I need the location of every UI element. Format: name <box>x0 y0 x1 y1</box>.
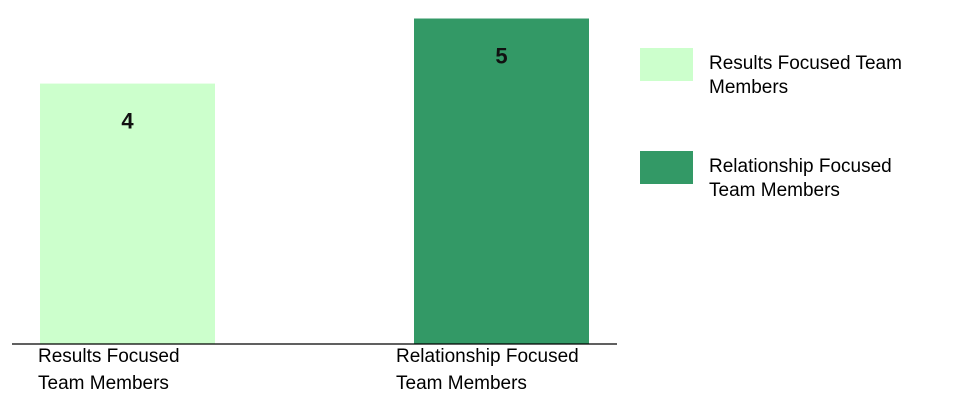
x-tick-label-2-line-1: Relationship Focused <box>396 346 579 367</box>
legend-label-1-line-1: Results Focused Team <box>709 53 902 74</box>
bar-2 <box>414 18 589 345</box>
bar-1 <box>40 83 215 344</box>
x-tick-label-1-line-2: Team Members <box>38 373 169 394</box>
legend: Results Focused Team Members Relationship … <box>640 48 902 201</box>
legend-label-1-line-2: Members <box>709 77 788 98</box>
bars-layer <box>40 18 589 345</box>
data-label-1: 4 <box>121 109 134 134</box>
data-labels-layer: 45 <box>121 44 507 134</box>
legend-label-2-line-2: Team Members <box>709 180 840 201</box>
legend-label-2-line-1: Relationship Focused <box>709 156 892 177</box>
x-tick-label-2-line-2: Team Members <box>396 373 527 394</box>
x-tick-labels-layer: Results Focused Team Members Relationship … <box>38 346 579 394</box>
legend-swatch-2 <box>640 151 693 184</box>
x-tick-label-1-line-1: Results Focused <box>38 346 180 367</box>
legend-swatch-1 <box>640 48 693 81</box>
data-label-2: 5 <box>495 44 507 69</box>
